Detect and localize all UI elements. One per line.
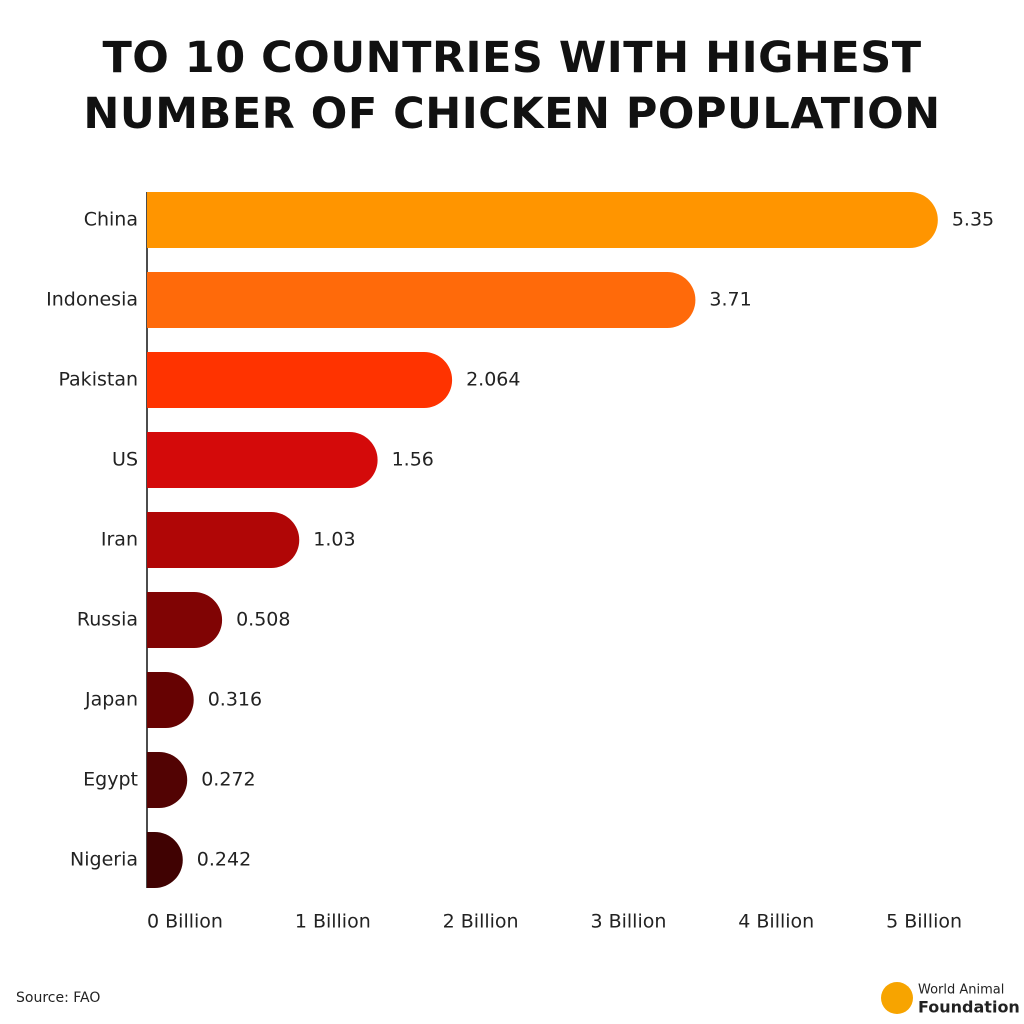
bar — [147, 672, 194, 728]
brand-line-1: World Animal — [918, 983, 1004, 998]
bar — [147, 352, 453, 408]
x-tick-label: 5 Billion — [886, 911, 962, 933]
value-label: 5.35 — [952, 209, 994, 231]
value-label: 0.316 — [208, 689, 262, 711]
logo-icon — [881, 982, 913, 1014]
y-tick-label: Egypt — [83, 769, 138, 791]
value-label: 0.272 — [201, 769, 255, 791]
x-tick-label: 2 Billion — [443, 911, 519, 933]
x-tick-label: 0 Billion — [147, 911, 223, 933]
value-label: 3.71 — [709, 289, 751, 311]
bar — [147, 432, 378, 488]
value-label: 1.56 — [392, 449, 434, 471]
y-tick-label: Russia — [77, 609, 138, 631]
source: Source: FAO — [16, 990, 100, 1006]
bar — [147, 592, 223, 648]
brand-line-2: Foundation — [918, 998, 1020, 1017]
x-tick-label: 3 Billion — [590, 911, 666, 933]
bar — [147, 752, 188, 808]
bar — [147, 832, 183, 888]
value-label: 2.064 — [466, 369, 520, 391]
x-tick-label: 1 Billion — [295, 911, 371, 933]
y-tick-label: US — [112, 449, 138, 471]
y-tick-label: Japan — [84, 689, 138, 711]
y-tick-label: Indonesia — [46, 289, 138, 311]
y-tick-label: Nigeria — [70, 849, 138, 871]
y-tick-label: China — [84, 209, 138, 231]
bar — [147, 512, 300, 568]
x-tick-label: 4 Billion — [738, 911, 814, 933]
bar — [147, 272, 696, 328]
value-label: 1.03 — [313, 529, 355, 551]
value-label: 0.242 — [197, 849, 251, 871]
bar — [147, 192, 938, 249]
value-label: 0.508 — [236, 609, 290, 631]
chart-title: TO 10 COUNTRIES WITH HIGHEST NUMBER OF C… — [83, 33, 941, 139]
y-tick-label: Pakistan — [58, 369, 138, 391]
y-tick-label: Iran — [101, 529, 138, 551]
